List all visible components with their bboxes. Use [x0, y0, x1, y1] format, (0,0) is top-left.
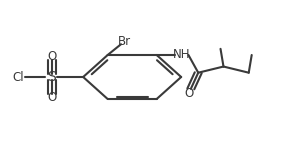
Text: O: O — [47, 91, 57, 104]
Text: Br: Br — [117, 35, 131, 48]
Text: O: O — [47, 50, 57, 63]
Text: S: S — [48, 70, 56, 84]
Text: O: O — [185, 87, 194, 100]
Text: NH: NH — [173, 49, 191, 61]
Text: Cl: Cl — [12, 71, 24, 83]
